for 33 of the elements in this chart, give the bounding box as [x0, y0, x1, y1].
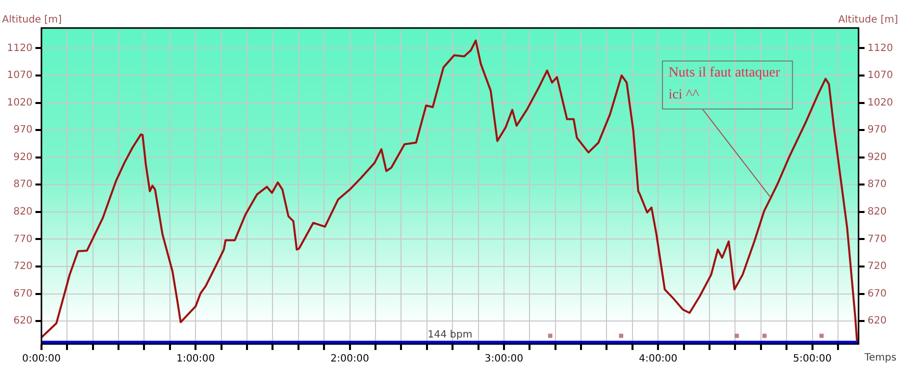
- y2-tick-label: 620: [868, 316, 887, 327]
- y-tick-label: 920: [13, 152, 32, 163]
- y2-tick-label: 820: [868, 206, 887, 218]
- y-tick-label: 1020: [6, 97, 32, 108]
- y-tick-label: 1120: [6, 42, 32, 54]
- y-tick-label: 720: [13, 261, 32, 272]
- y-tick-label: 1070: [6, 70, 32, 82]
- y2-tick-label: 1120: [868, 42, 894, 54]
- y2-tick-label: 1020: [868, 97, 894, 108]
- x-axis-title: Temps: [864, 352, 896, 364]
- x-tick-label: 2:00:00: [330, 354, 370, 365]
- y-tick-label: 970: [13, 124, 32, 136]
- y-tick-label: 820: [13, 206, 32, 218]
- y2-tick-label: 720: [868, 261, 887, 272]
- y-tick-label: 870: [13, 179, 32, 190]
- x-tick-label: 4:00:00: [638, 354, 678, 365]
- y-tick-label: 670: [13, 288, 32, 300]
- y2-tick-label: 970: [868, 124, 887, 136]
- y2-tick-label: 770: [868, 234, 887, 245]
- y2-tick-label: 1070: [868, 70, 894, 82]
- y-axis-title: Altitude [m]: [2, 14, 62, 26]
- x-tick-label: 0:00:00: [22, 354, 61, 365]
- x-tick-label: 5:00:00: [793, 354, 832, 365]
- y-tick-label: 620: [13, 316, 32, 327]
- band-label: 144 bpm: [428, 329, 472, 340]
- y2-axis-title: Altitude [m]: [838, 14, 898, 26]
- x-tick-label: 1:00:00: [176, 354, 215, 365]
- y2-tick-label: 870: [868, 179, 887, 190]
- y2-tick-label: 920: [868, 152, 887, 163]
- y-tick-label: 770: [13, 234, 32, 245]
- annotation: Nuts il faut attaquer ici ^^: [668, 66, 780, 103]
- y2-tick-label: 670: [868, 288, 887, 300]
- x-tick-label: 3:00:00: [484, 354, 524, 365]
